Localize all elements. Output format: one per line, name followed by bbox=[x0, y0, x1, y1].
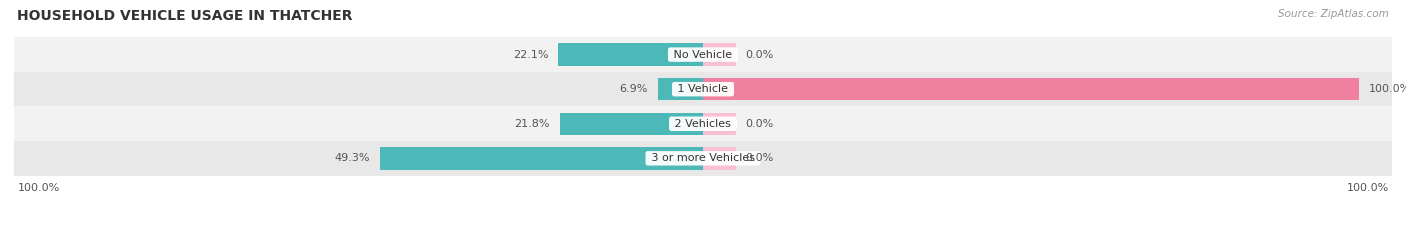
Bar bbox=[14, 106, 1392, 141]
Text: 100.0%: 100.0% bbox=[17, 183, 59, 193]
Text: 6.9%: 6.9% bbox=[620, 84, 648, 94]
Text: HOUSEHOLD VEHICLE USAGE IN THATCHER: HOUSEHOLD VEHICLE USAGE IN THATCHER bbox=[17, 9, 353, 23]
Text: 0.0%: 0.0% bbox=[745, 50, 773, 60]
Text: 21.8%: 21.8% bbox=[515, 119, 550, 129]
Bar bbox=[14, 141, 1392, 176]
Text: 0.0%: 0.0% bbox=[745, 153, 773, 163]
Text: No Vehicle: No Vehicle bbox=[671, 50, 735, 60]
Bar bbox=[14, 72, 1392, 106]
Bar bbox=[560, 113, 703, 135]
Text: 0.0%: 0.0% bbox=[745, 119, 773, 129]
Bar bbox=[658, 78, 703, 100]
Text: 100.0%: 100.0% bbox=[1369, 84, 1406, 94]
Text: 1 Vehicle: 1 Vehicle bbox=[675, 84, 731, 94]
Bar bbox=[703, 78, 1360, 100]
Text: 100.0%: 100.0% bbox=[1347, 183, 1389, 193]
Bar bbox=[14, 37, 1392, 72]
Bar bbox=[703, 43, 735, 66]
Bar bbox=[380, 147, 703, 170]
Bar bbox=[703, 147, 735, 170]
Text: 22.1%: 22.1% bbox=[513, 50, 548, 60]
Text: Source: ZipAtlas.com: Source: ZipAtlas.com bbox=[1278, 9, 1389, 19]
Text: 49.3%: 49.3% bbox=[335, 153, 370, 163]
Text: 2 Vehicles: 2 Vehicles bbox=[671, 119, 735, 129]
Bar bbox=[558, 43, 703, 66]
Text: 3 or more Vehicles: 3 or more Vehicles bbox=[648, 153, 758, 163]
Bar bbox=[703, 113, 735, 135]
